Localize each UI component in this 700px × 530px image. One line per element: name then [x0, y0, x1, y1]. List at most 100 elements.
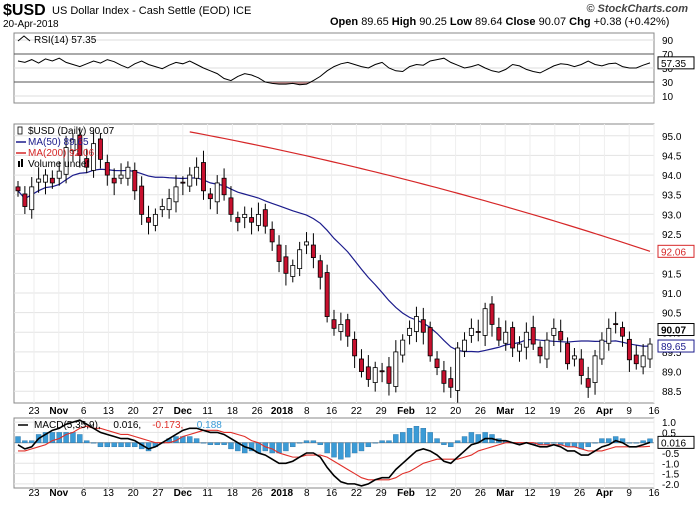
x-axis-label: Nov — [49, 488, 68, 499]
rsi-value-badge-label: 57.35 — [661, 59, 686, 70]
macd-histogram-bar — [207, 442, 214, 445]
candle-body — [359, 358, 364, 372]
candle-body — [283, 256, 289, 274]
candle-body — [70, 139, 76, 152]
stockcharts-logo[interactable]: © StockCharts.com — [586, 3, 688, 15]
candle-body — [317, 260, 323, 278]
price-tick-label: 89.0 — [662, 368, 682, 379]
candle-body — [352, 338, 358, 357]
candle-body — [455, 347, 461, 391]
close-label: Close — [505, 16, 536, 28]
price-tick-label: 93.5 — [662, 191, 682, 202]
x-axis-label: Dec — [174, 488, 193, 499]
macd-histogram-bar — [104, 442, 111, 448]
x-axis-label: 26 — [475, 406, 487, 417]
macd-tick-label: -2.0 — [662, 480, 680, 491]
x-axis-label: 11 — [202, 488, 213, 499]
x-axis-label: 13 — [103, 488, 115, 499]
candle-body — [647, 343, 653, 360]
price-tick-label: 90.5 — [662, 309, 682, 320]
candle-body — [468, 327, 474, 336]
x-axis-label: 19 — [549, 406, 561, 417]
change-value: +0.38 (+0.42%) — [593, 16, 670, 28]
macd-value-badge — [657, 435, 695, 449]
candle-body — [152, 213, 158, 226]
macd-histogram-bar — [97, 442, 104, 448]
candle-body — [118, 174, 124, 179]
candle-body — [537, 346, 543, 357]
candle-body — [56, 170, 62, 179]
x-axis-label: 27 — [152, 406, 164, 417]
candle-body — [345, 319, 351, 337]
candle-body — [420, 319, 426, 333]
macd-legend-macd: MACD(5,35,9), — [34, 420, 101, 431]
candle-body — [489, 303, 495, 325]
price-legend-ticker: $USD (Daily) 90.07 — [28, 126, 115, 137]
candle-body — [434, 358, 440, 369]
rsi-line — [17, 57, 651, 86]
candle-body — [97, 138, 103, 160]
candle-body — [578, 358, 584, 376]
candle-body — [482, 308, 488, 336]
macd-histogram-bar — [365, 442, 372, 448]
candle-body — [77, 134, 83, 156]
price-badge-label: 90.07 — [661, 326, 686, 337]
candle-body — [221, 177, 227, 196]
rsi-value-badge — [657, 56, 695, 70]
macd-tick-label: -0.5 — [662, 449, 680, 460]
candle-body — [462, 339, 467, 352]
macd-histogram-bar — [372, 442, 378, 444]
x-axis-label: 26 — [252, 488, 264, 499]
x-axis-label: 19 — [549, 488, 561, 499]
x-axis-label: 13 — [103, 406, 115, 417]
candle-body — [475, 331, 481, 333]
candle-body — [36, 178, 42, 183]
x-axis-label: 22 — [351, 488, 363, 499]
macd-histogram-bar — [317, 442, 323, 445]
price-legend-volume: Volume undef — [28, 159, 89, 170]
ticker-symbol[interactable]: $USD — [3, 2, 46, 19]
low-value: 89.64 — [474, 16, 503, 28]
x-axis-label: 20 — [128, 406, 140, 417]
rsi-tick-label: 50 — [662, 64, 674, 75]
candle-body — [290, 265, 296, 277]
macd-histogram-bar — [427, 432, 433, 443]
macd-histogram-bar — [42, 432, 49, 443]
candle-body — [207, 193, 213, 200]
macd-histogram-bar — [63, 432, 69, 443]
macd-histogram-bar — [83, 440, 90, 443]
macd-histogram-bar — [200, 442, 207, 444]
macd-legend-hist: 0.188 — [197, 420, 222, 431]
candle-body — [530, 327, 536, 345]
candle-body — [331, 319, 337, 329]
candle-body — [43, 174, 48, 183]
macd-histogram-bar — [187, 436, 193, 443]
x-axis-label: 2018 — [271, 488, 294, 499]
price-panel — [13, 123, 655, 404]
macd-histogram-bar — [358, 442, 365, 452]
macd-histogram-bar — [331, 442, 337, 458]
price-tick-label: 94.0 — [662, 171, 682, 182]
candle-body — [510, 327, 516, 349]
macd-histogram-bar — [310, 440, 317, 443]
candle-body — [585, 378, 591, 388]
x-axis-label: 29 — [376, 488, 388, 499]
x-axis-label: 6 — [81, 488, 87, 499]
candle-body — [592, 355, 598, 383]
x-axis-label: 9 — [626, 406, 632, 417]
candle-body — [496, 327, 502, 341]
candle-body — [166, 198, 172, 211]
low-label: Low — [449, 16, 472, 28]
macd-histogram-bar — [22, 440, 28, 443]
volume-legend-icon — [18, 161, 20, 167]
candle-body — [413, 316, 419, 332]
x-axis-label: 20 — [450, 406, 462, 417]
candle-body — [427, 327, 433, 357]
candle-body — [201, 162, 206, 192]
candle-body — [551, 327, 557, 336]
candle-body — [503, 331, 509, 344]
macd-histogram-bar — [592, 442, 598, 444]
price-tick-label: 92.5 — [662, 230, 682, 241]
macd-histogram-bar — [448, 442, 454, 448]
